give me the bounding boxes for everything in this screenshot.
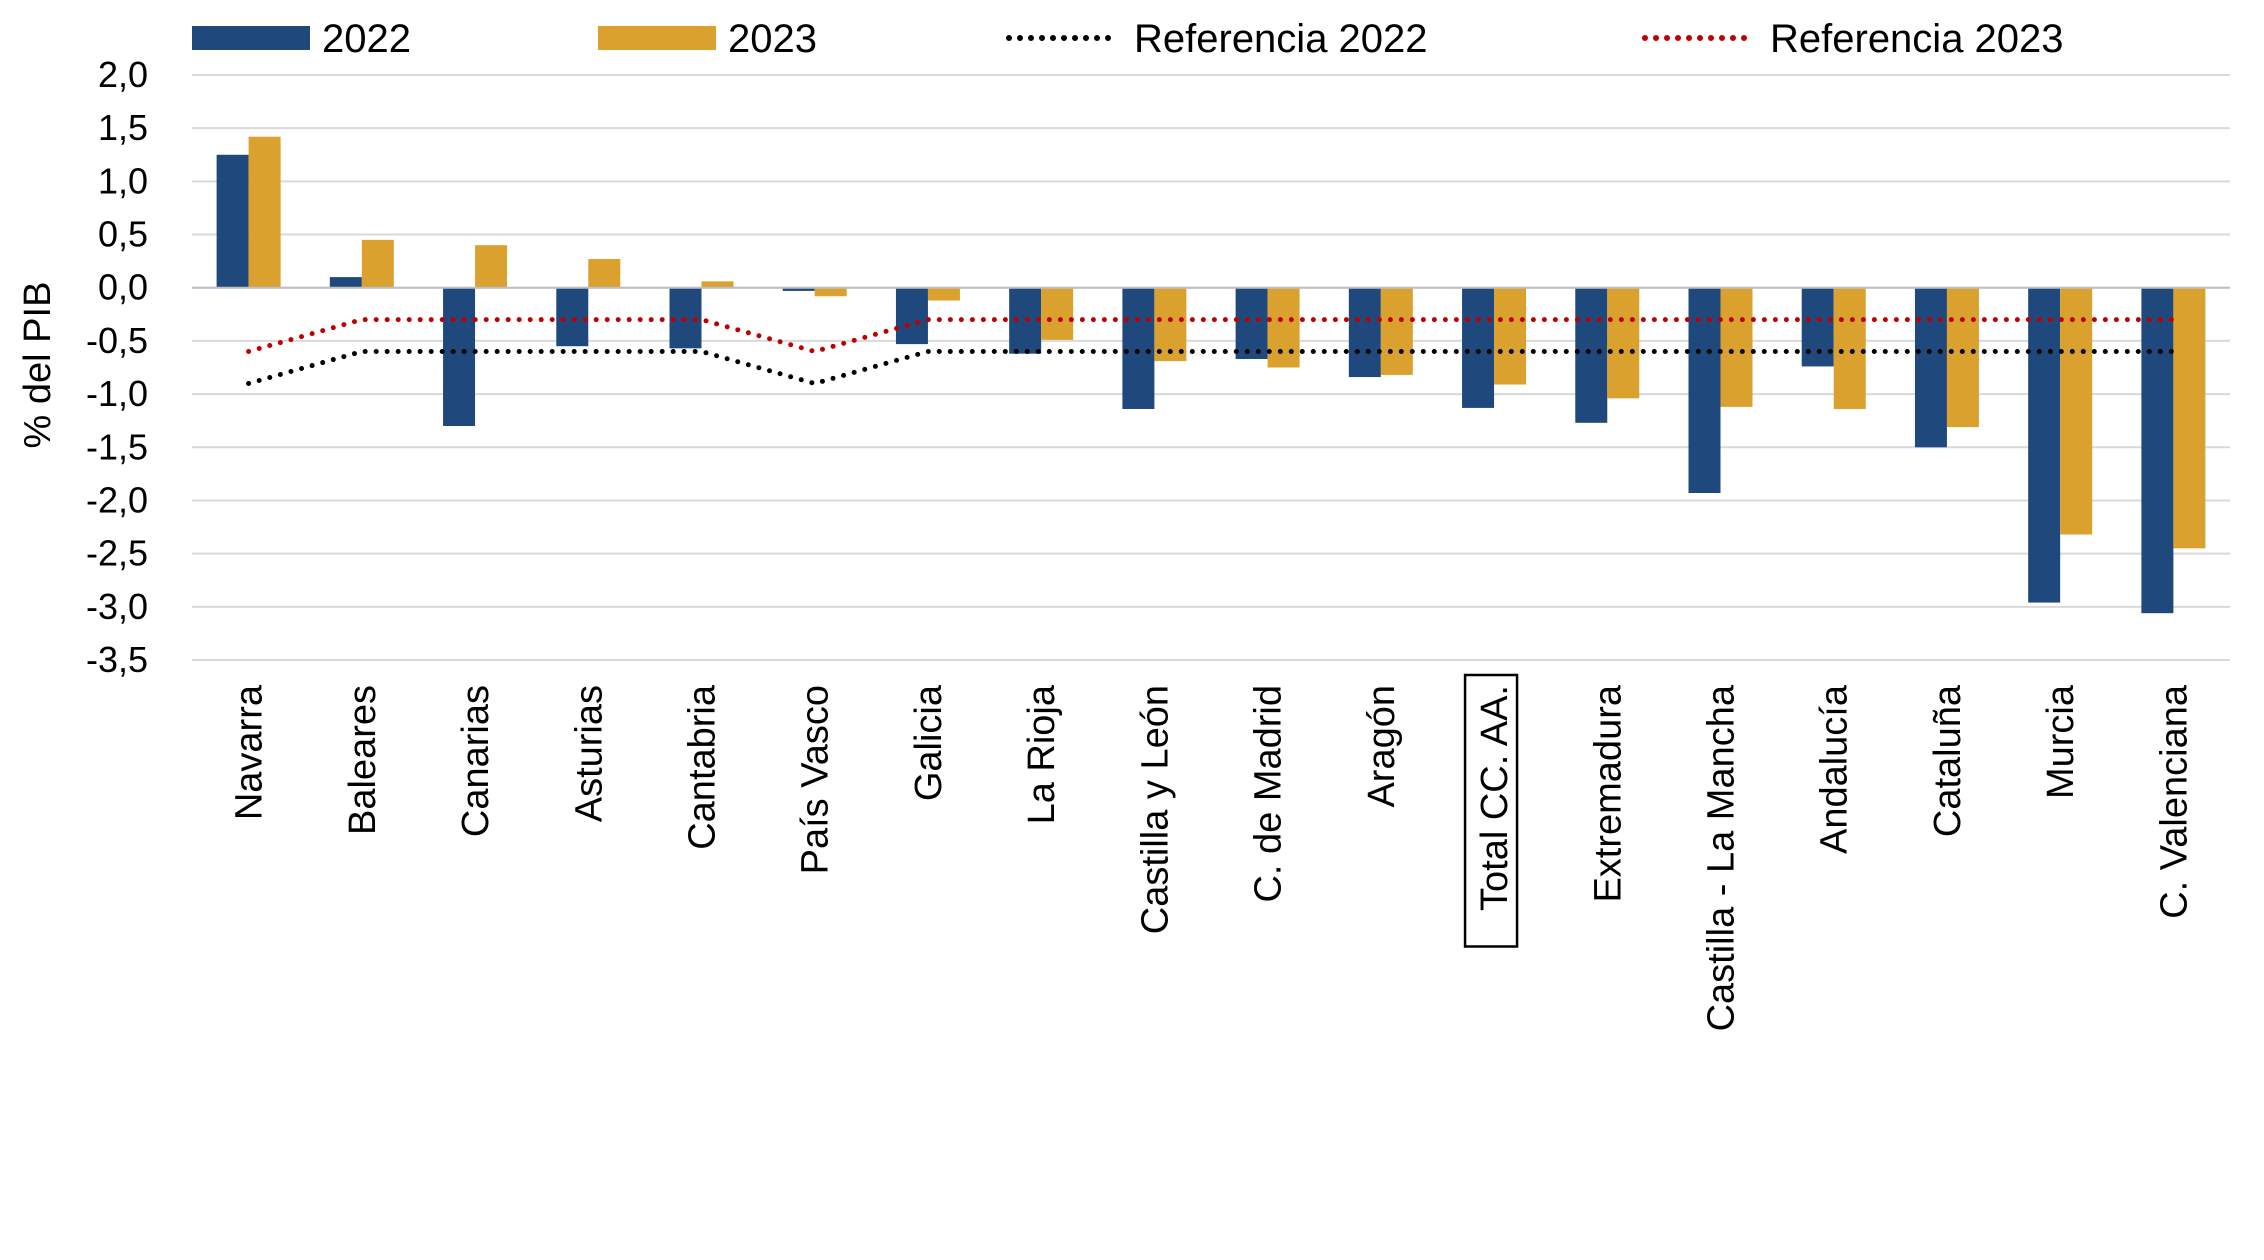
legend-label: Referencia 2022: [1134, 17, 1428, 61]
bar-2022: [1462, 287, 1495, 408]
x-category-label: Cantabria: [682, 684, 724, 850]
bar-2023: [588, 259, 621, 288]
y-tick-label: 1,0: [98, 160, 148, 201]
y-tick-label: -2,5: [86, 533, 148, 574]
x-category-label: Extremadura: [1587, 684, 1629, 902]
reference-lines: [246, 317, 2176, 386]
x-category-label: La Rioja: [1021, 684, 1063, 824]
y-tick-label: 0,5: [98, 214, 148, 255]
legend: 2022 2023 Referencia 2022 Referencia 2023: [192, 17, 2064, 61]
bar-2023: [701, 281, 734, 288]
bar-2022: [1688, 287, 1721, 494]
bar-2022: [1801, 287, 1834, 367]
bar-2022: [216, 154, 249, 288]
bar-2022: [329, 277, 362, 288]
bar-2023: [475, 245, 508, 288]
bar-2023: [1380, 287, 1413, 375]
bar-2022: [1914, 287, 1947, 448]
bar-2023: [1720, 287, 1753, 407]
x-category-label: Cataluña: [1927, 684, 1969, 837]
x-category-label: País Vasco: [795, 685, 837, 874]
x-category-label: Andalucía: [1814, 684, 1856, 854]
bar-2023: [2173, 287, 2206, 549]
x-axis-category-labels: Navarra Baleares Canarias Asturias Cantabria…: [229, 673, 2195, 1031]
bar-2022: [2028, 287, 2061, 603]
legend-swatch: [598, 26, 716, 50]
bar-2022: [443, 287, 476, 426]
y-tick-label: -3,0: [86, 586, 148, 627]
bar-2023: [1041, 287, 1074, 340]
x-category-label: Asturias: [568, 685, 610, 822]
bar-2022: [556, 287, 589, 347]
y-tick-label: 2,0: [98, 54, 148, 95]
legend-swatch: [192, 26, 310, 50]
legend-label: 2022: [322, 17, 411, 61]
bar-2023: [248, 136, 281, 288]
x-category-label: Castilla y León: [1134, 685, 1176, 934]
y-axis-title: % del PIB: [17, 282, 59, 449]
x-category-label: Galicia: [908, 684, 950, 801]
y-tick-label: -0,5: [86, 320, 148, 361]
legend-label: 2023: [728, 17, 817, 61]
x-category-label: Murcia: [2040, 684, 2082, 799]
bar-2023: [1946, 287, 1979, 428]
bar-2023: [1833, 287, 1866, 409]
bar-2023: [1267, 287, 1300, 368]
y-tick-label: -1,5: [86, 426, 148, 467]
x-category-label: Total CC. AA.: [1474, 685, 1516, 911]
y-tick-label: -1,0: [86, 373, 148, 414]
x-category-label: Canarias: [455, 685, 497, 837]
bar-2023: [927, 287, 960, 301]
x-category-label: Baleares: [342, 685, 384, 835]
bar-2023: [814, 287, 847, 297]
bar-2022: [2141, 287, 2174, 614]
y-tick-label: -3,5: [86, 639, 148, 680]
bar-2023: [2060, 287, 2093, 535]
bar-2023: [361, 239, 394, 288]
bars: [216, 136, 2206, 614]
y-tick-label: 0,0: [98, 267, 148, 308]
x-category-label: C. Valenciana: [2153, 684, 2195, 919]
x-category-label: Aragón: [1361, 685, 1403, 808]
bar-2022: [1235, 287, 1268, 359]
bar-2022: [782, 287, 815, 291]
x-category-label: C. de Madrid: [1248, 685, 1290, 903]
line-referencia-2023: [246, 317, 2176, 354]
y-tick-label: -2,0: [86, 479, 148, 520]
bar-2023: [1607, 287, 1640, 399]
x-category-label: Navarra: [229, 684, 271, 820]
bar-2023: [1154, 287, 1187, 362]
highlight-box: [1463, 673, 1519, 948]
bar-2022: [895, 287, 928, 345]
y-tick-label: 1,5: [98, 107, 148, 148]
bar-2023: [1494, 287, 1527, 385]
line-referencia-2022: [246, 349, 2176, 386]
legend-label: Referencia 2023: [1770, 17, 2064, 61]
bar-2022: [1348, 287, 1381, 378]
x-category-label: Castilla - La Mancha: [1701, 684, 1743, 1031]
y-axis-ticks: 2,0 1,5 1,0 0,5 0,0 -0,5 -1,0 -1,5 -2,0 -2,5 -3,0 -…: [86, 54, 148, 680]
bar-2022: [1575, 287, 1608, 423]
bar-2022: [1122, 287, 1155, 409]
